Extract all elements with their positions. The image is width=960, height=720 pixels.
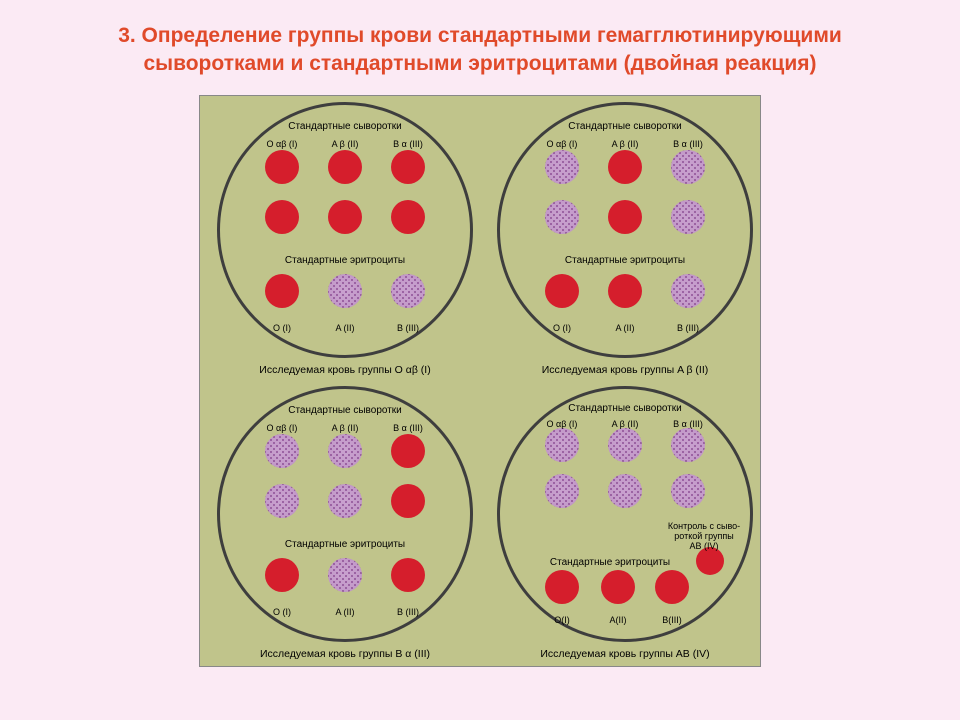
solid-spot [545, 570, 579, 604]
solid-spot [391, 200, 425, 234]
dish-label: B α (III) [673, 139, 703, 149]
dish-label: B (III) [677, 323, 699, 333]
agglutination-spot [671, 200, 705, 234]
dish-label: O αβ (I) [547, 139, 578, 149]
solid-spot [608, 150, 642, 184]
agglutination-spot [545, 474, 579, 508]
agglutination-spot [545, 428, 579, 462]
dish-label: O αβ (I) [267, 423, 298, 433]
agglutination-spot [671, 150, 705, 184]
dish-label: A β (II) [612, 139, 639, 149]
agglutination-spot [328, 484, 362, 518]
dish-label: O (I) [273, 607, 291, 617]
agglutination-spot [671, 274, 705, 308]
dish-label: AB (IV) [689, 541, 718, 551]
dish-label: A (II) [335, 323, 354, 333]
dish-label: Стандартные сыворотки [568, 403, 682, 414]
agglutination-spot [608, 474, 642, 508]
quadrant-4: Стандартные сыворотки O αβ (I) A β (II) B α… [490, 386, 760, 660]
dish-label: Стандартные эритроциты [285, 539, 405, 550]
agglutination-spot [391, 274, 425, 308]
dish-label: O (I) [273, 323, 291, 333]
dish-label: A β (II) [332, 139, 359, 149]
quadrant-1: Стандартные сыворотки O αβ (I) A β (II) B α… [210, 102, 480, 376]
dish-label: O αβ (I) [267, 139, 298, 149]
dish-label: B (III) [397, 607, 419, 617]
quadrant-2: Стандартные сыворотки O αβ (I) A β (II) B α… [490, 102, 760, 376]
dish-label: B α (III) [393, 423, 423, 433]
agglutination-spot [545, 150, 579, 184]
dish-label: Стандартные эритроциты [285, 255, 405, 266]
caption-2: Исследуемая кровь группы A β (II) [490, 364, 760, 376]
dish-label: роткой группы [674, 531, 733, 541]
dish-label: A (II) [335, 607, 354, 617]
solid-spot [391, 150, 425, 184]
agglutination-spot [671, 428, 705, 462]
solid-spot [265, 558, 299, 592]
dish-label: B(III) [662, 615, 682, 625]
dish-label: Стандартные сыворотки [288, 121, 402, 132]
dish-label: A(II) [610, 615, 627, 625]
agglutination-spot [671, 474, 705, 508]
solid-spot [265, 200, 299, 234]
caption-4: Исследуемая кровь группы AB (IV) [490, 648, 760, 660]
solid-spot [545, 274, 579, 308]
dish-label: B α (III) [673, 419, 703, 429]
dish-label: O αβ (I) [547, 419, 578, 429]
petri-dish-4: Стандартные сыворотки O αβ (I) A β (II) B α… [497, 386, 753, 642]
petri-dish-2: Стандартные сыворотки O αβ (I) A β (II) B α… [497, 102, 753, 358]
petri-dish-3: Стандартные сыворотки O αβ (I) A β (II) B α… [217, 386, 473, 642]
dish-label: A β (II) [612, 419, 639, 429]
solid-spot [608, 200, 642, 234]
petri-dish-1: Стандартные сыворотки O αβ (I) A β (II) B α… [217, 102, 473, 358]
quadrant-3: Стандартные сыворотки O αβ (I) A β (II) B α… [210, 386, 480, 660]
agglutination-spot [608, 428, 642, 462]
dish-label: B α (III) [393, 139, 423, 149]
solid-spot [265, 274, 299, 308]
solid-spot [391, 434, 425, 468]
solid-spot [696, 547, 724, 575]
solid-spot [601, 570, 635, 604]
agglutination-spot [265, 484, 299, 518]
dish-label: Стандартные сыворотки [568, 121, 682, 132]
diagram-panel: Стандартные сыворотки O αβ (I) A β (II) B α… [199, 95, 761, 667]
dish-label: Стандартные эритроциты [550, 557, 670, 568]
agglutination-spot [328, 558, 362, 592]
dish-label: Стандартные сыворотки [288, 405, 402, 416]
page-title: 3. Определение группы крови стандартными… [0, 0, 960, 89]
dish-label: Контроль с сыво- [668, 521, 740, 531]
solid-spot [608, 274, 642, 308]
caption-3: Исследуемая кровь группы B α (III) [210, 648, 480, 660]
solid-spot [328, 200, 362, 234]
solid-spot [265, 150, 299, 184]
agglutination-spot [265, 434, 299, 468]
dish-label: A (II) [615, 323, 634, 333]
dish-label: B (III) [397, 323, 419, 333]
dish-label: A β (II) [332, 423, 359, 433]
agglutination-spot [328, 434, 362, 468]
dish-label: O(I) [554, 615, 570, 625]
agglutination-spot [328, 274, 362, 308]
dish-label: Стандартные эритроциты [565, 255, 685, 266]
solid-spot [655, 570, 689, 604]
agglutination-spot [545, 200, 579, 234]
caption-1: Исследуемая кровь группы O αβ (I) [210, 364, 480, 376]
solid-spot [391, 558, 425, 592]
solid-spot [328, 150, 362, 184]
dish-label: O (I) [553, 323, 571, 333]
solid-spot [391, 484, 425, 518]
